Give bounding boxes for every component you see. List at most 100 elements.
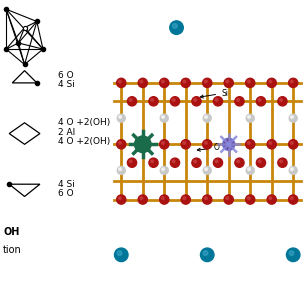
Circle shape: [117, 78, 126, 87]
Circle shape: [140, 197, 143, 200]
Circle shape: [149, 158, 158, 167]
Circle shape: [172, 160, 175, 163]
Circle shape: [205, 116, 208, 119]
Circle shape: [215, 99, 218, 101]
Circle shape: [204, 80, 207, 83]
Circle shape: [267, 195, 276, 204]
Text: 4 Si: 4 Si: [58, 180, 75, 189]
Text: 2 Al: 2 Al: [58, 127, 76, 137]
Circle shape: [160, 195, 169, 204]
Circle shape: [226, 80, 229, 83]
Circle shape: [181, 140, 190, 149]
Circle shape: [246, 78, 255, 87]
Circle shape: [203, 195, 212, 204]
Text: O: O: [197, 143, 219, 153]
Circle shape: [247, 197, 250, 200]
Circle shape: [224, 195, 233, 204]
Circle shape: [181, 78, 190, 87]
Circle shape: [290, 142, 293, 144]
Text: 4 Si: 4 Si: [58, 80, 75, 89]
Circle shape: [223, 138, 235, 150]
Circle shape: [140, 80, 143, 83]
Circle shape: [224, 78, 233, 87]
Circle shape: [289, 140, 298, 149]
Circle shape: [119, 116, 122, 119]
Circle shape: [258, 160, 261, 163]
Circle shape: [134, 136, 151, 153]
Circle shape: [235, 97, 244, 106]
Circle shape: [203, 166, 211, 174]
Circle shape: [205, 168, 208, 171]
Circle shape: [290, 197, 293, 200]
Circle shape: [203, 78, 212, 87]
Circle shape: [247, 80, 250, 83]
Circle shape: [290, 80, 293, 83]
Circle shape: [200, 248, 214, 262]
Circle shape: [194, 160, 196, 163]
Circle shape: [151, 99, 154, 101]
Circle shape: [140, 142, 143, 144]
Circle shape: [226, 197, 229, 200]
Text: Si: Si: [200, 88, 228, 98]
Circle shape: [289, 166, 297, 174]
Circle shape: [160, 78, 169, 87]
Circle shape: [256, 97, 266, 106]
Circle shape: [267, 78, 276, 87]
Circle shape: [213, 97, 223, 106]
Text: tion: tion: [3, 245, 22, 255]
Circle shape: [129, 160, 132, 163]
Circle shape: [117, 251, 122, 255]
Circle shape: [291, 168, 293, 171]
Circle shape: [237, 99, 239, 101]
Circle shape: [160, 166, 168, 174]
Circle shape: [149, 97, 158, 106]
Circle shape: [204, 197, 207, 200]
Circle shape: [203, 251, 208, 255]
Circle shape: [258, 99, 261, 101]
Circle shape: [289, 195, 298, 204]
Circle shape: [248, 168, 251, 171]
Circle shape: [289, 251, 294, 255]
Text: 6 O: 6 O: [58, 71, 74, 80]
Circle shape: [224, 140, 233, 149]
Circle shape: [117, 140, 126, 149]
Circle shape: [117, 166, 125, 174]
Circle shape: [192, 158, 201, 167]
Circle shape: [162, 168, 165, 171]
Circle shape: [280, 160, 282, 163]
Circle shape: [170, 21, 183, 34]
Circle shape: [246, 140, 255, 149]
Circle shape: [117, 114, 125, 122]
Circle shape: [226, 142, 229, 144]
Circle shape: [204, 142, 207, 144]
Circle shape: [289, 78, 298, 87]
Circle shape: [247, 142, 250, 144]
Circle shape: [161, 142, 164, 144]
Circle shape: [269, 197, 272, 200]
Circle shape: [183, 80, 186, 83]
Text: 6 O: 6 O: [58, 189, 74, 198]
Circle shape: [138, 140, 147, 149]
Circle shape: [278, 158, 287, 167]
Circle shape: [170, 97, 180, 106]
Circle shape: [235, 158, 244, 167]
Circle shape: [173, 24, 177, 28]
Circle shape: [267, 140, 276, 149]
Circle shape: [246, 166, 254, 174]
Circle shape: [203, 140, 212, 149]
Circle shape: [246, 195, 255, 204]
Text: 4 O +2(OH): 4 O +2(OH): [58, 118, 111, 127]
Circle shape: [280, 99, 282, 101]
Circle shape: [203, 114, 211, 122]
Circle shape: [160, 140, 169, 149]
Circle shape: [151, 160, 154, 163]
Text: 4 O +2(OH): 4 O +2(OH): [58, 137, 111, 146]
Circle shape: [138, 78, 147, 87]
Circle shape: [278, 97, 287, 106]
Circle shape: [162, 116, 165, 119]
Circle shape: [160, 114, 168, 122]
Circle shape: [246, 114, 254, 122]
Circle shape: [172, 99, 175, 101]
Circle shape: [286, 248, 300, 262]
Circle shape: [237, 160, 239, 163]
